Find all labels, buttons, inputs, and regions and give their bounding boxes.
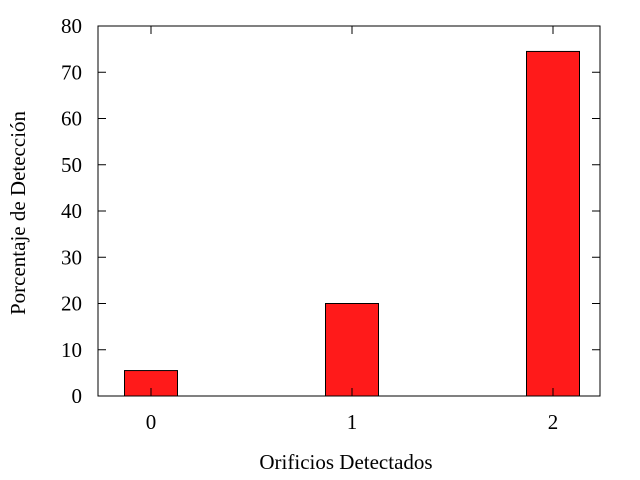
plot-frame: [97, 25, 601, 397]
y-tick-label: 0: [72, 384, 83, 408]
x-axis-title: Orificios Detectados: [259, 450, 432, 474]
bar-2: [526, 50, 580, 397]
x-tick-label: 0: [146, 410, 157, 434]
y-tick-label: 70: [61, 60, 82, 84]
x-tick-label: 2: [548, 410, 559, 434]
y-tick-label: 80: [61, 14, 82, 38]
y-tick-label: 60: [61, 107, 82, 131]
x-tick-label: 1: [347, 410, 358, 434]
y-tick-label: 10: [61, 338, 82, 362]
labels-layer: 0 10 20 30 40 50 60 70 80 0 1 2: [61, 14, 558, 434]
y-tick-label: 40: [61, 199, 82, 223]
y-tick-label: 20: [61, 292, 82, 316]
bars-layer: [124, 50, 580, 397]
y-tick-label: 50: [61, 153, 82, 177]
bar-1: [325, 303, 379, 397]
y-axis-title: Porcentaje de Detección: [6, 110, 30, 315]
y-tick-label: 30: [61, 245, 82, 269]
